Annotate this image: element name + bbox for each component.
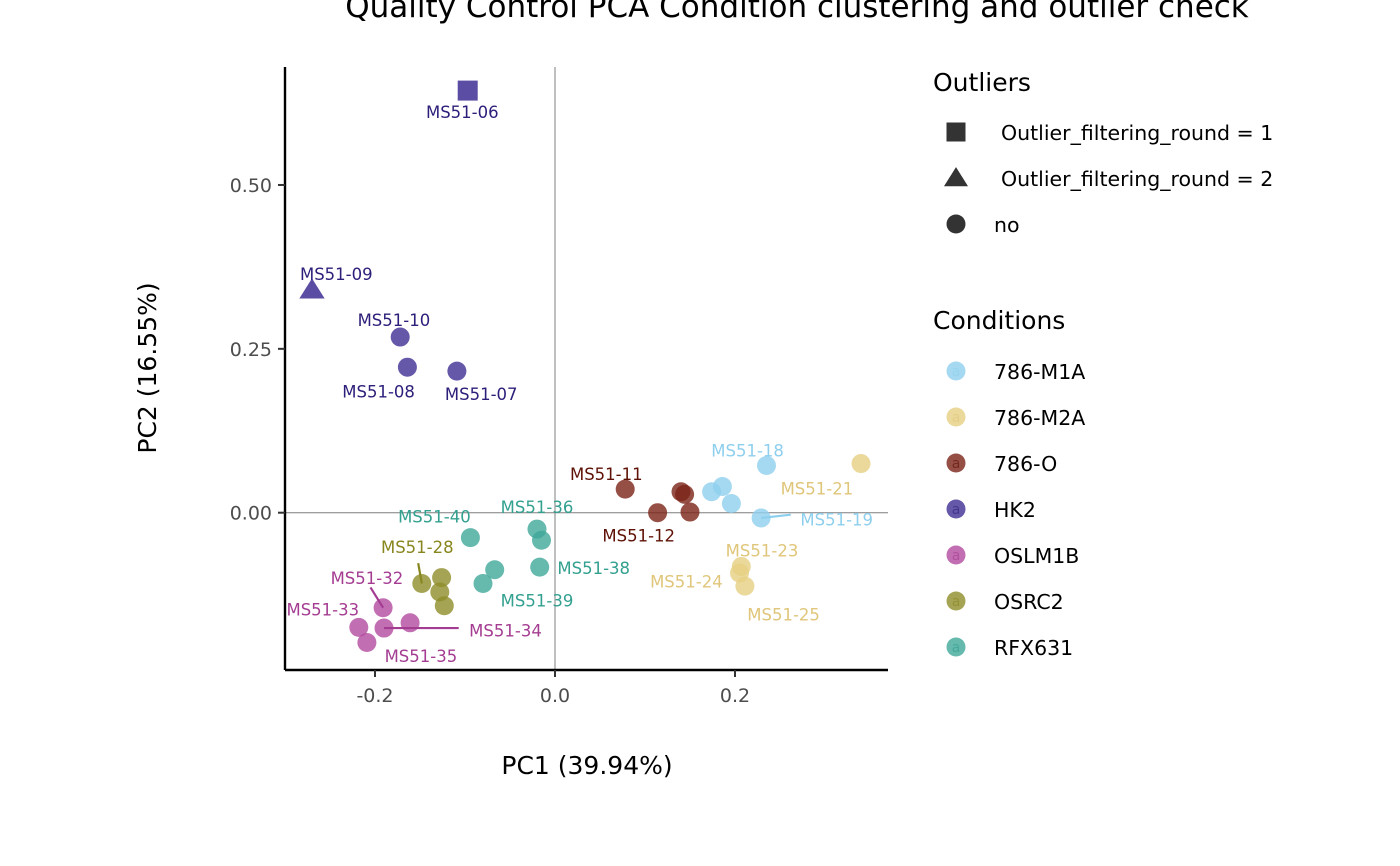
point-label: MS51-36 xyxy=(501,498,574,517)
point-label: MS51-06 xyxy=(426,103,499,122)
data-point xyxy=(447,361,467,381)
data-point xyxy=(390,327,410,347)
data-point xyxy=(530,557,550,577)
y-tick-label: 0.25 xyxy=(230,339,272,361)
legend-condition-label: RFX631 xyxy=(994,636,1073,660)
legend-condition-label: 786-O xyxy=(994,452,1057,476)
data-point xyxy=(473,573,493,593)
legend-condition-swatch xyxy=(946,545,966,565)
legend-key-glyph: a xyxy=(952,640,961,656)
data-point xyxy=(299,278,325,299)
legend-shape-square xyxy=(946,122,966,142)
legend-condition-label: OSLM1B xyxy=(994,544,1079,568)
point-label: MS51-07 xyxy=(445,385,518,404)
data-point xyxy=(532,530,551,550)
point-label: MS51-28 xyxy=(381,538,454,557)
y-tick-label: 0.50 xyxy=(230,175,272,197)
point-label: MS51-39 xyxy=(501,592,574,611)
point-label: MS51-11 xyxy=(570,465,643,484)
point-label: MS51-08 xyxy=(342,382,415,401)
label-connector xyxy=(760,513,791,520)
point-labels: MS51-06 MS51-09 MS51-10 MS51-08 MS51-07 MS51-… xyxy=(286,103,873,666)
data-point xyxy=(457,80,478,101)
x-axis-ticks: -0.2 0.0 0.2 xyxy=(356,670,750,707)
point-label: MS51-24 xyxy=(650,573,723,592)
data-point xyxy=(615,479,635,499)
data-point xyxy=(735,576,755,596)
legend-shape-triangle xyxy=(943,167,969,187)
x-tick-label: 0.2 xyxy=(720,685,750,707)
y-axis-ticks: 0.00 0.25 0.50 xyxy=(230,175,285,525)
point-label: MS51-34 xyxy=(469,622,542,641)
data-point xyxy=(460,528,480,548)
data-point xyxy=(721,494,741,514)
x-tick-label: -0.2 xyxy=(356,685,393,707)
point-label: MS51-25 xyxy=(747,605,820,624)
legend-title-outliers: Outliers xyxy=(933,68,1031,97)
data-point xyxy=(432,568,452,588)
legend-key-glyph: a xyxy=(952,364,961,380)
legend-condition-label: 786-M2A xyxy=(994,406,1085,430)
data-point xyxy=(757,456,776,476)
data-point xyxy=(397,357,417,377)
y-tick-label: 0.00 xyxy=(230,503,272,525)
data-points xyxy=(299,80,871,652)
legend-condition-swatch xyxy=(946,499,966,519)
data-point xyxy=(485,560,505,580)
data-point xyxy=(675,484,695,504)
legend-outlier-label: no xyxy=(994,213,1020,237)
data-point xyxy=(400,613,420,633)
data-point xyxy=(349,617,369,637)
point-label: MS51-21 xyxy=(781,479,854,498)
label-connector xyxy=(369,586,385,609)
data-point xyxy=(357,632,377,652)
data-point xyxy=(680,502,700,522)
x-axis-title: PC1 (39.94%) xyxy=(501,751,672,780)
legend-condition-label: 786-M1A xyxy=(994,360,1085,384)
legend-key-glyph: a xyxy=(952,594,961,610)
data-point xyxy=(648,503,668,523)
point-label: MS51-40 xyxy=(398,508,471,527)
point-label: MS51-19 xyxy=(800,510,873,529)
point-label: MS51-18 xyxy=(711,441,784,460)
legend-conditions: a 786-M1A a 786-M2A a 786-O a HK2 a OSLM1B a OSRC2 a… xyxy=(946,360,1085,660)
legend-outlier-label: Outlier_filtering_round = 1 xyxy=(1001,121,1273,146)
point-label: MS51-23 xyxy=(726,542,799,561)
point-label: MS51-33 xyxy=(286,601,359,620)
legend-condition-swatch xyxy=(946,407,966,427)
data-point xyxy=(851,454,871,474)
point-label: MS51-32 xyxy=(331,569,404,588)
legend-shape-circle xyxy=(946,214,966,234)
chart-title: Quality Control PCA Condition clustering… xyxy=(345,0,1249,25)
legend-key-glyph: a xyxy=(952,502,961,518)
point-label: MS51-10 xyxy=(358,311,431,330)
legend-condition-swatch xyxy=(946,361,966,381)
label-connector xyxy=(417,562,423,584)
legend-key-glyph: a xyxy=(952,548,961,564)
legend-key-glyph: a xyxy=(952,456,961,472)
point-label: MS51-09 xyxy=(300,265,373,284)
legend-condition-swatch xyxy=(946,637,966,657)
legend-title-conditions: Conditions xyxy=(933,306,1065,335)
legend-condition-swatch xyxy=(946,591,966,611)
legend-condition-label: HK2 xyxy=(994,498,1036,522)
legend-outlier-label: Outlier_filtering_round = 2 xyxy=(1001,167,1273,192)
legend: Outliers Outlier_filtering_round = 1Outl… xyxy=(933,68,1273,660)
data-point xyxy=(434,596,454,616)
point-label: MS51-35 xyxy=(385,647,458,666)
x-tick-label: 0.0 xyxy=(540,685,570,707)
reference-lines xyxy=(285,67,888,670)
legend-outliers: Outlier_filtering_round = 1 Outlier_filte… xyxy=(943,121,1273,237)
point-label: MS51-38 xyxy=(557,559,630,578)
legend-condition-swatch xyxy=(946,453,966,473)
point-label: MS51-12 xyxy=(602,527,675,546)
data-point xyxy=(702,482,722,502)
y-axis-title: PC2 (16.55%) xyxy=(133,282,162,453)
legend-condition-label: OSRC2 xyxy=(994,590,1064,614)
legend-key-glyph: a xyxy=(952,410,961,426)
